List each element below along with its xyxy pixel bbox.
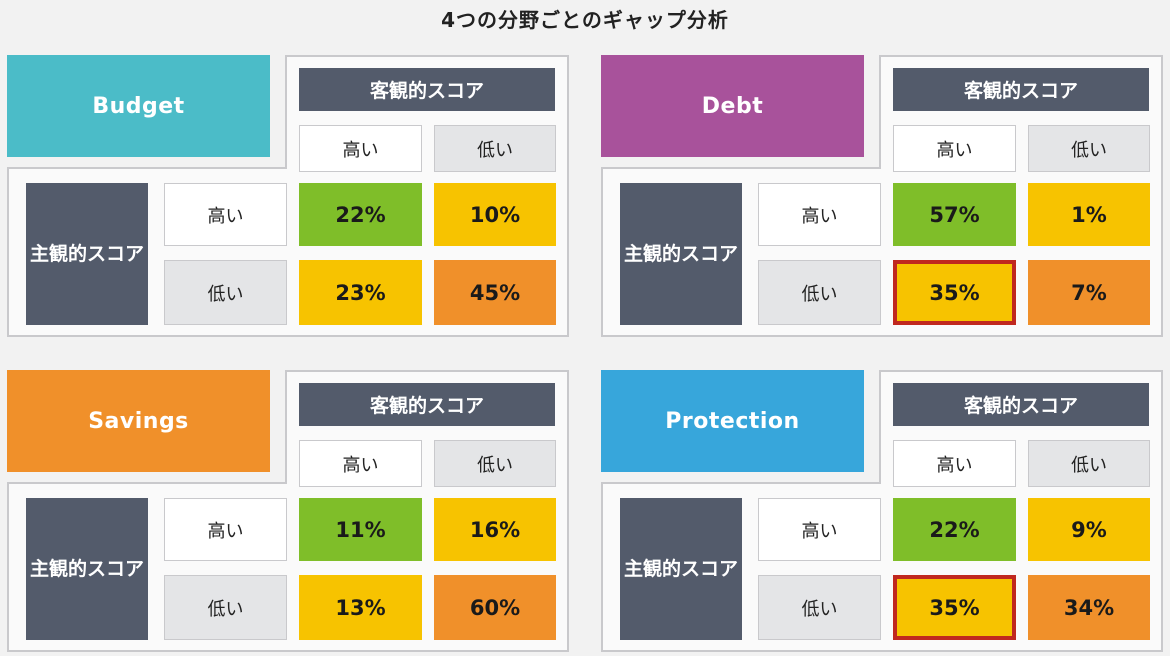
data-cell-high-high: 22%	[893, 498, 1016, 561]
column-header-low: 低い	[434, 440, 556, 487]
row-header-high: 高い	[758, 183, 881, 246]
panel-frame-join	[881, 165, 1161, 169]
subjective-score-header: 主観的 スコア	[26, 498, 148, 640]
matrix-panel-savings: Savings 客観的スコア 高い 低い 主観的 スコア 高い 低い 11% 16% 13% 60%	[7, 370, 572, 656]
data-cell-low-high: 35%	[893, 575, 1016, 640]
objective-score-header: 客観的スコア	[893, 383, 1149, 426]
column-header-low: 低い	[1028, 125, 1150, 172]
objective-score-header: 客観的スコア	[893, 68, 1149, 111]
column-header-low: 低い	[1028, 440, 1150, 487]
category-label: Protection	[601, 370, 864, 472]
panel-frame-join	[287, 165, 567, 169]
category-label: Savings	[7, 370, 270, 472]
subjective-label-line1: 主観的	[29, 557, 87, 580]
row-header-high: 高い	[164, 498, 287, 561]
panel-frame-join	[881, 480, 1161, 484]
row-header-low: 低い	[164, 260, 287, 325]
row-header-high: 高い	[758, 498, 881, 561]
data-cell-high-low: 16%	[434, 498, 556, 561]
category-label: Debt	[601, 55, 864, 157]
data-cell-high-low: 1%	[1028, 183, 1150, 246]
row-header-low: 低い	[758, 260, 881, 325]
column-header-high: 高い	[893, 440, 1016, 487]
subjective-label-line1: 主観的	[29, 242, 87, 265]
subjective-score-header: 主観的 スコア	[26, 183, 148, 325]
objective-score-header: 客観的スコア	[299, 383, 555, 426]
column-header-high: 高い	[893, 125, 1016, 172]
matrix-panel-protection: Protection 客観的スコア 高い 低い 主観的 スコア 高い 低い 22% 9% 35% 34…	[601, 370, 1166, 656]
data-cell-high-low: 10%	[434, 183, 556, 246]
row-header-low: 低い	[164, 575, 287, 640]
category-label: Budget	[7, 55, 270, 157]
subjective-label-line2: スコア	[681, 242, 739, 265]
subjective-score-header: 主観的 スコア	[620, 498, 742, 640]
data-cell-low-high: 35%	[893, 260, 1016, 325]
data-cell-low-high: 23%	[299, 260, 422, 325]
data-cell-high-high: 57%	[893, 183, 1016, 246]
subjective-label-line1: 主観的	[623, 242, 681, 265]
column-header-high: 高い	[299, 125, 422, 172]
data-cell-low-high: 13%	[299, 575, 422, 640]
panel-frame-join	[287, 480, 567, 484]
row-header-high: 高い	[164, 183, 287, 246]
matrix-panel-debt: Debt 客観的スコア 高い 低い 主観的 スコア 高い 低い 57% 1% 35% 7%	[601, 55, 1166, 341]
data-cell-low-low: 60%	[434, 575, 556, 640]
data-cell-low-low: 34%	[1028, 575, 1150, 640]
matrix-panel-budget: Budget 客観的スコア 高い 低い 主観的 スコア 高い 低い 22% 10% 23% 45%	[7, 55, 572, 341]
objective-score-header: 客観的スコア	[299, 68, 555, 111]
subjective-score-header: 主観的 スコア	[620, 183, 742, 325]
subjective-label-line1: 主観的	[623, 557, 681, 580]
row-header-low: 低い	[758, 575, 881, 640]
data-cell-low-low: 7%	[1028, 260, 1150, 325]
column-header-high: 高い	[299, 440, 422, 487]
chart-title: 4つの分野ごとのギャップ分析	[441, 8, 729, 32]
data-cell-high-high: 11%	[299, 498, 422, 561]
subjective-label-line2: スコア	[87, 557, 145, 580]
data-cell-high-low: 9%	[1028, 498, 1150, 561]
data-cell-high-high: 22%	[299, 183, 422, 246]
column-header-low: 低い	[434, 125, 556, 172]
subjective-label-line2: スコア	[681, 557, 739, 580]
subjective-label-line2: スコア	[87, 242, 145, 265]
data-cell-low-low: 45%	[434, 260, 556, 325]
